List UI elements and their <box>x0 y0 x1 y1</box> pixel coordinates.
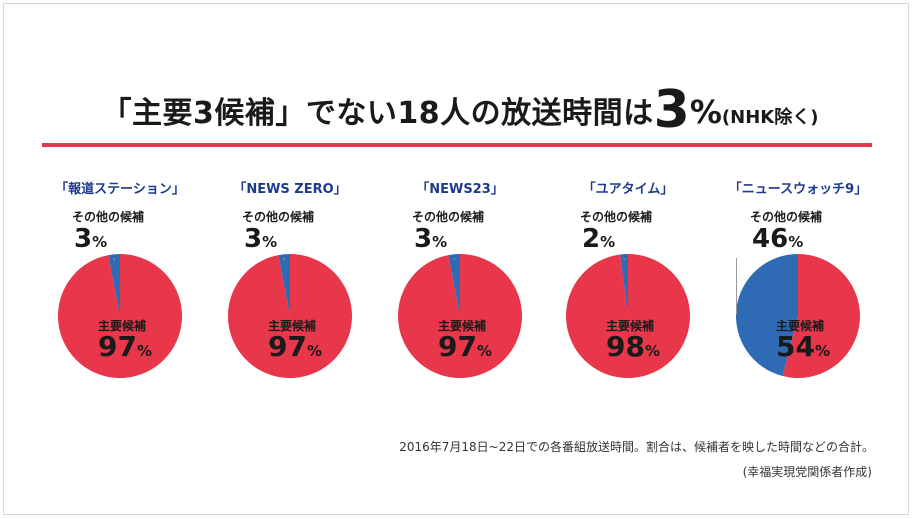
pie-chart: 「NEWS23」その他の候補 3% 主要候補 97% <box>370 178 550 388</box>
value-main: 97% <box>268 331 322 367</box>
credit: (幸福実現党関係者作成) <box>742 465 872 479</box>
title-big-number: 3 <box>653 80 690 140</box>
value-main-number: 97 <box>268 330 307 363</box>
value-main-number: 97 <box>438 330 477 363</box>
value-other-number: 3 <box>74 224 93 254</box>
chart-title: 「主要3候補」でない18人の放送時間は3%(NHK除く) <box>30 84 890 136</box>
pie-chart: 「ニュースウォッチ9」その他の候補 46% 主要候補 54% <box>708 178 888 388</box>
pie-svg <box>57 254 182 378</box>
label-other: その他の候補 <box>412 210 485 224</box>
label-other: その他の候補 <box>750 210 823 224</box>
pie-chart: 「ユアタイム」 その他の候補 2% 主要候補 98% <box>538 178 718 388</box>
pie-title: 「NEWS ZERO」 <box>233 182 347 197</box>
pie-chart: 「NEWS ZERO」その他の候補 3% 主要候補 97% <box>200 178 380 388</box>
value-other-unit: % <box>262 233 278 251</box>
pie-title: 「ユアタイム」 <box>582 182 674 197</box>
value-other-unit: % <box>432 233 448 251</box>
pie-slice-main <box>397 254 522 378</box>
value-other-number: 3 <box>244 224 263 254</box>
value-other-number: 46 <box>752 224 789 254</box>
value-main-unit: % <box>814 342 830 360</box>
value-other: 2% <box>582 224 615 257</box>
pie-slice-other <box>278 254 290 316</box>
value-other-unit: % <box>600 233 616 251</box>
label-main: 主要候補 <box>268 319 317 333</box>
pie-title: 「NEWS23」 <box>416 182 504 197</box>
value-other-number: 2 <box>582 224 601 254</box>
value-main-unit: % <box>476 342 492 360</box>
pie-svg <box>735 254 860 378</box>
pie-svg <box>227 254 352 378</box>
value-other: 3% <box>414 224 447 257</box>
title-underline <box>42 143 872 147</box>
value-main-number: 97 <box>98 330 137 363</box>
value-main-unit: % <box>306 342 322 360</box>
pie-svg <box>566 254 690 378</box>
value-main-number: 54 <box>776 330 815 363</box>
pie-slice-main <box>227 254 352 378</box>
value-main-unit: % <box>136 342 152 360</box>
value-main: 97% <box>438 331 492 367</box>
pie-title: 「ニュースウォッチ9」 <box>728 182 868 197</box>
title-percent: % <box>689 93 722 131</box>
pie-slice-other <box>108 254 120 316</box>
title-subnote: (NHK除く) <box>721 107 819 128</box>
label-main: 主要候補 <box>438 319 487 333</box>
label-main: 主要候補 <box>606 319 655 333</box>
pie-slice-other <box>448 254 460 316</box>
pie-slice-other <box>620 254 628 316</box>
value-other: 3% <box>244 224 277 257</box>
pie-svg <box>397 254 522 378</box>
label-other: その他の候補 <box>580 210 653 224</box>
label-other: その他の候補 <box>72 210 145 224</box>
label-main: 主要候補 <box>98 319 147 333</box>
value-main: 54% <box>776 331 830 367</box>
value-other: 46% <box>752 224 803 257</box>
pie-title: 「報道ステーション」 <box>55 182 185 197</box>
value-main: 97% <box>98 331 152 367</box>
value-main-unit: % <box>644 342 660 360</box>
value-other: 3% <box>74 224 107 257</box>
value-main: 98% <box>606 331 660 367</box>
value-other-number: 3 <box>414 224 433 254</box>
value-other-unit: % <box>92 233 108 251</box>
value-other-unit: % <box>788 233 804 251</box>
title-main: 「主要3候補」でない18人の放送時間は <box>101 96 654 131</box>
label-other: その他の候補 <box>242 210 315 224</box>
value-main-number: 98 <box>606 330 645 363</box>
label-main: 主要候補 <box>776 319 825 333</box>
pie-slice-other <box>736 254 798 377</box>
footnote: 2016年7月18日~22日での各番組放送時間。割合は、候補者を映した時間などの… <box>399 440 874 454</box>
pie-slice-main <box>57 254 182 378</box>
pie-chart: 「報道ステーション」その他の候補 3% 主要候補 97% <box>30 178 210 388</box>
pie-slice-main <box>782 254 860 378</box>
